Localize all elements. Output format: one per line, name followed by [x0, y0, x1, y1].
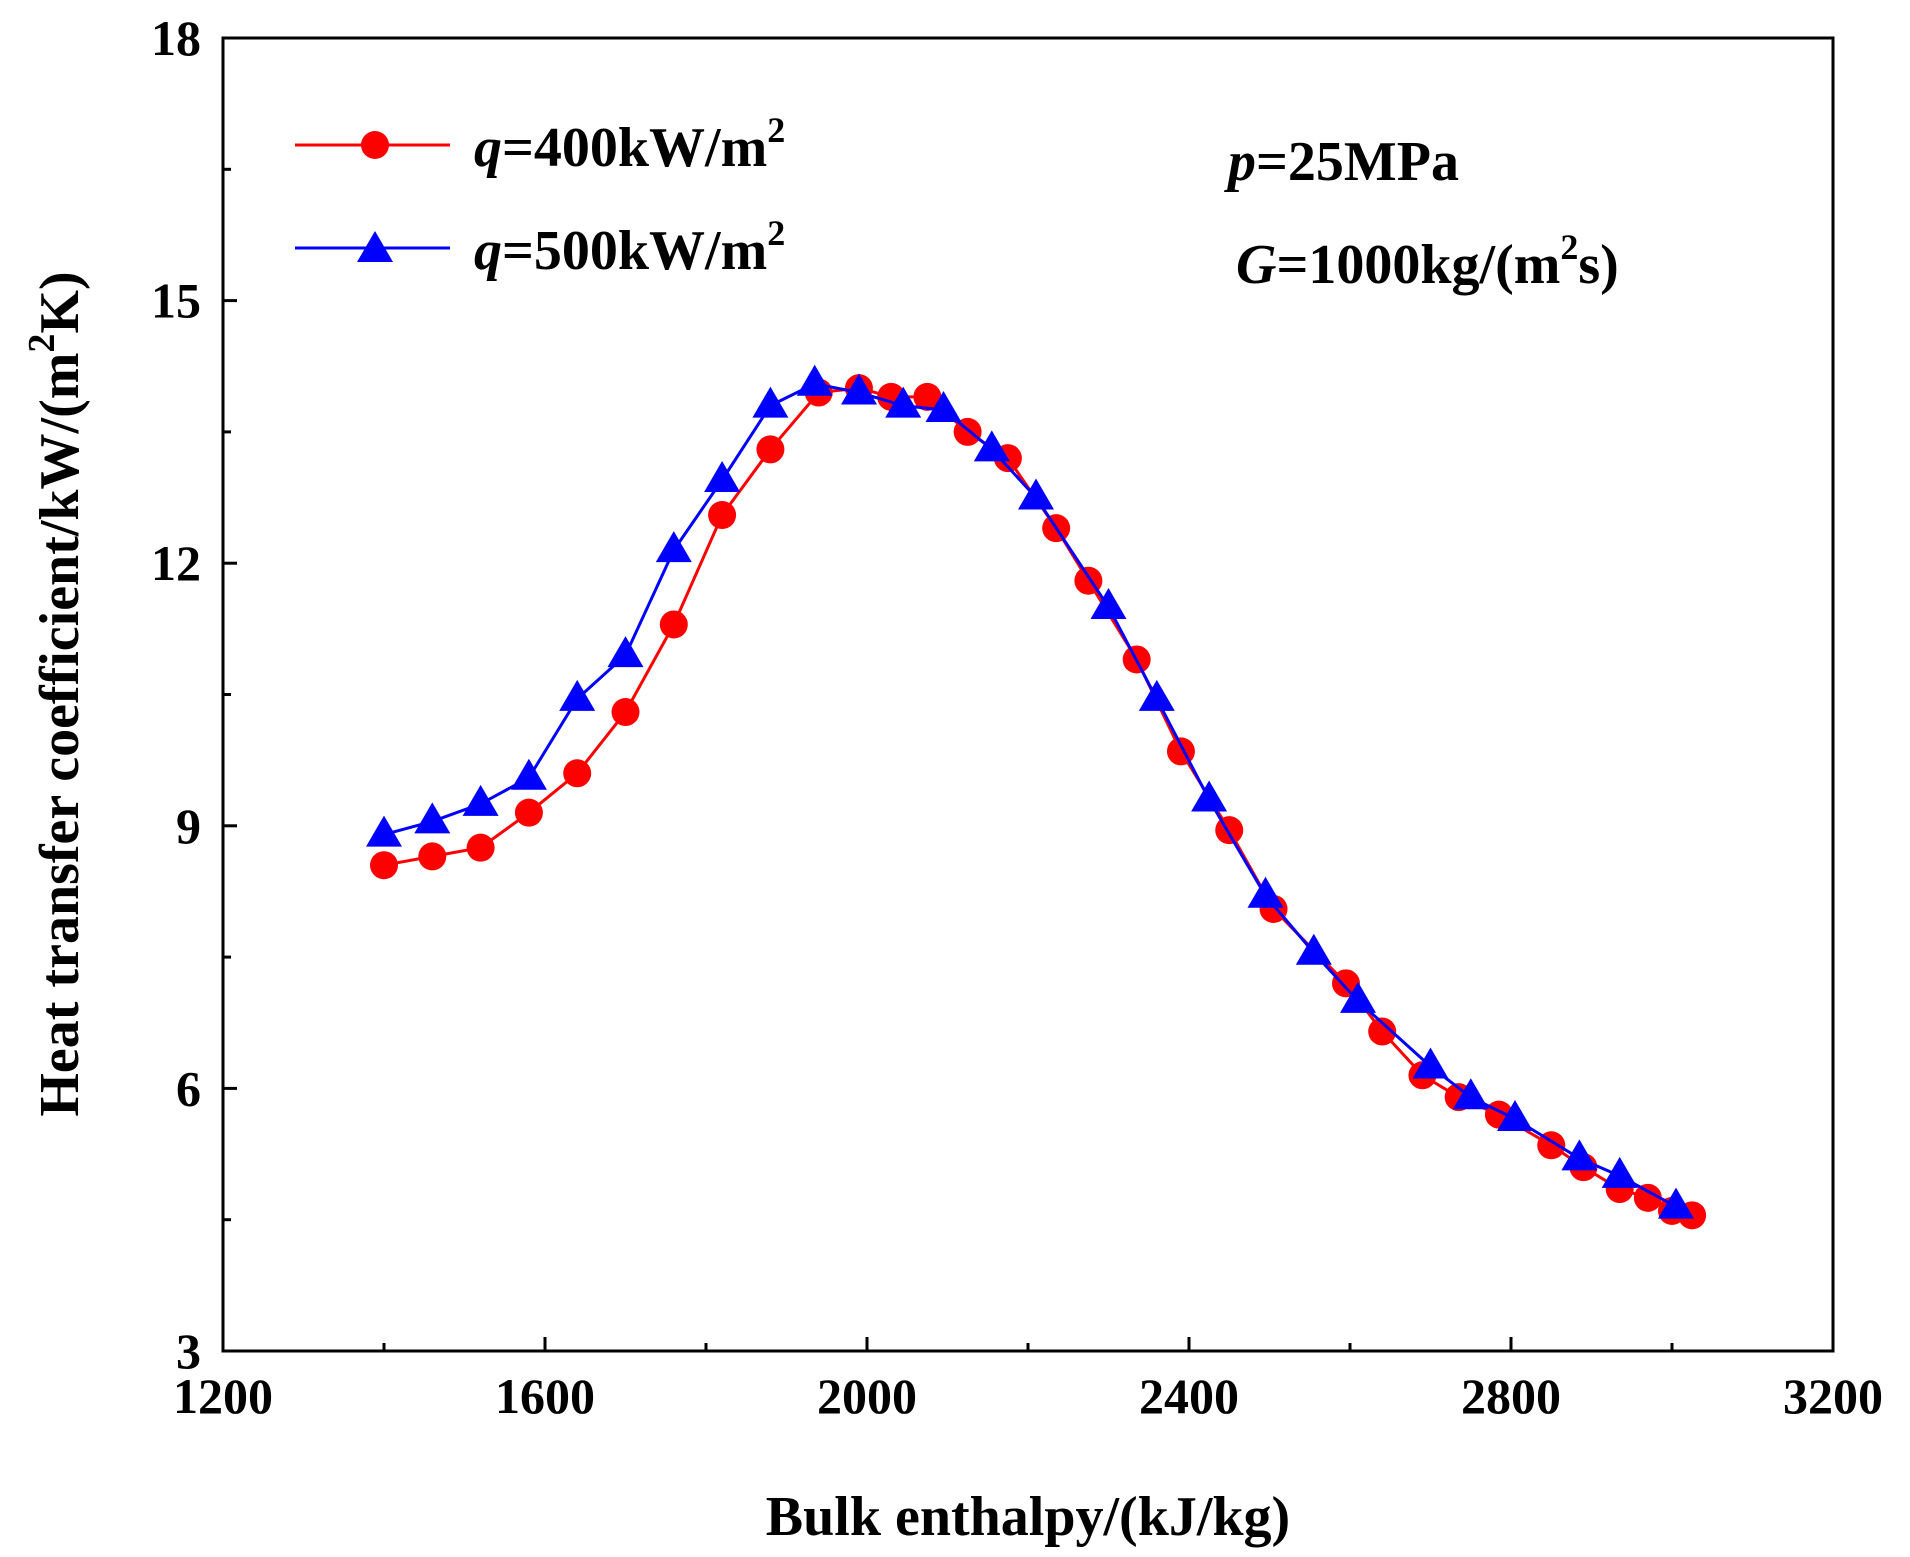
data-point-q500 [1601, 1156, 1638, 1188]
legend-entry-q500: q=500kW/m2 [295, 213, 785, 282]
annotation-mass-flux: G=1000kg/(m2s) [1236, 227, 1619, 296]
data-point-q400 [370, 851, 398, 880]
data-point-q500 [704, 461, 741, 492]
data-point-q400 [514, 798, 543, 827]
data-point-q500 [462, 784, 499, 816]
data-point-q500 [655, 531, 692, 563]
legend-entry-q400: q=400kW/m2 [295, 110, 785, 179]
y-tick-label: 18 [151, 10, 201, 66]
data-point-q500 [510, 758, 547, 790]
data-point-q500 [366, 815, 402, 847]
x-tick-label: 2000 [817, 1368, 917, 1424]
data-point-q500 [414, 802, 451, 834]
x-axis-title: Bulk enthalpy/(kJ/kg) [766, 1486, 1290, 1548]
data-point-q400 [756, 435, 785, 464]
data-point-q500 [796, 364, 833, 396]
data-point-q400 [563, 759, 592, 788]
y-tick-label: 9 [176, 798, 201, 854]
data-point-q500 [885, 386, 922, 418]
data-point-q500 [752, 386, 789, 418]
x-tick-label: 2800 [1461, 1368, 1561, 1424]
data-point-q400 [1215, 816, 1244, 845]
data-point-q500 [1340, 981, 1376, 1013]
data-point-q500 [973, 430, 1010, 462]
data-point-q400 [611, 698, 640, 727]
data-point-q500 [559, 679, 596, 711]
legend-marker-q500 [357, 231, 393, 262]
annotation-pressure: p=25MPa [1224, 131, 1459, 193]
data-point-q500 [925, 391, 962, 422]
y-tick-label: 15 [151, 273, 201, 329]
data-point-q500 [1497, 1100, 1533, 1131]
data-point-q400 [1331, 969, 1360, 998]
data-point-q500 [1295, 933, 1332, 965]
data-point-q500 [1412, 1047, 1449, 1079]
legend-label-q500: q=500kW/m2 [474, 213, 785, 282]
y-tick-label: 3 [176, 1323, 201, 1379]
data-point-q400 [466, 833, 495, 862]
data-point-q400 [418, 842, 447, 871]
data-point-q500 [1138, 679, 1175, 711]
data-point-q500 [1090, 588, 1127, 619]
legend-marker-q400 [361, 131, 389, 159]
data-point-q400 [659, 610, 688, 639]
legend: q=400kW/m2 q=500kW/m2 [295, 110, 785, 282]
axis-ticks: 1200 1600 2000 2400 2800 3200 3 6 9 12 15 18 [151, 10, 1883, 1424]
data-point-q400 [1368, 1017, 1397, 1046]
series-layer [366, 364, 1707, 1230]
data-point-q400 [1633, 1183, 1662, 1212]
data-point-q500 [607, 636, 644, 668]
data-point-q400 [913, 382, 942, 411]
data-point-q500 [1658, 1187, 1694, 1219]
data-point-q500 [1191, 780, 1228, 812]
x-tick-label: 1600 [495, 1368, 595, 1424]
x-tick-label: 3200 [1783, 1368, 1883, 1424]
data-point-q500 [1247, 876, 1284, 908]
y-tick-label: 12 [151, 535, 201, 591]
y-tick-label: 6 [176, 1060, 201, 1116]
annotations: p=25MPa G=1000kg/(m2s) [1224, 131, 1619, 296]
data-point-q400 [708, 501, 737, 530]
x-tick-label: 1200 [173, 1368, 273, 1424]
data-point-q500 [841, 373, 877, 405]
data-point-q500 [1561, 1139, 1598, 1171]
y-axis-title: Heat transfer coefficient/kW/(m2K) [21, 271, 91, 1116]
legend-label-q400: q=400kW/m2 [474, 110, 785, 179]
data-point-q500 [1018, 478, 1054, 510]
data-point-q500 [1452, 1078, 1489, 1110]
x-tick-label: 2400 [1139, 1368, 1239, 1424]
